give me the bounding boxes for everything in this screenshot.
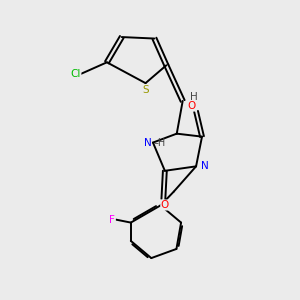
Text: N: N <box>201 161 209 171</box>
Text: F: F <box>110 214 115 225</box>
Text: H: H <box>190 92 198 102</box>
Text: –H: –H <box>154 138 166 148</box>
Text: Cl: Cl <box>70 69 81 79</box>
Text: O: O <box>161 200 169 210</box>
Text: O: O <box>188 101 196 111</box>
Text: N: N <box>144 138 152 148</box>
Text: S: S <box>142 85 149 95</box>
